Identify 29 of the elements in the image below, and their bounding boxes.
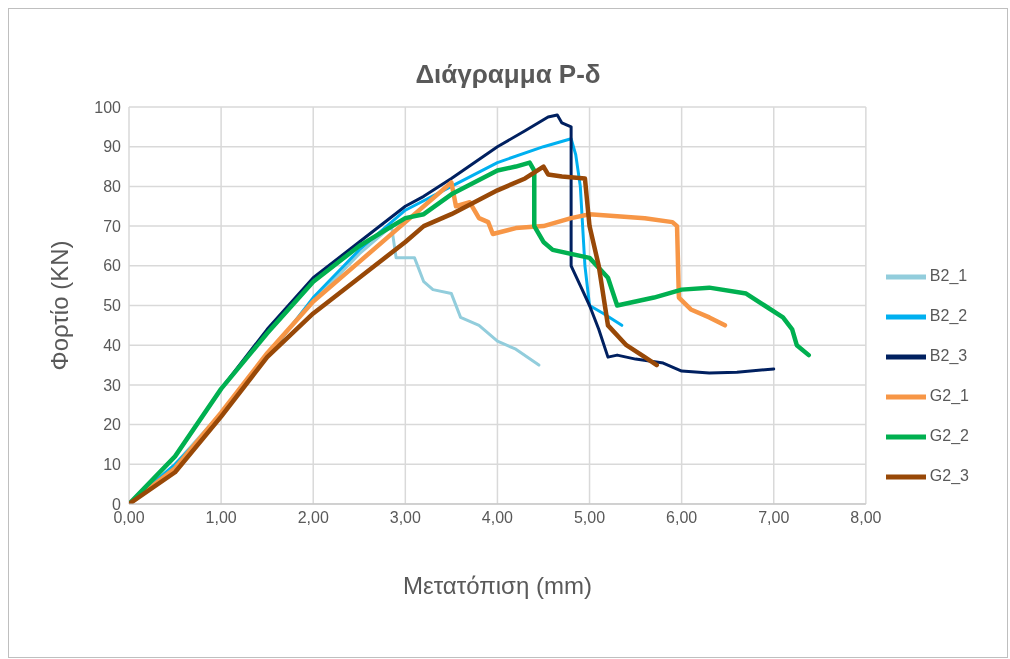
x-tick-label: 8,00 [850,509,882,527]
x-axis-title: Μετατόπιση (mm) [402,572,592,599]
y-tick-label: 100 [94,98,122,116]
legend-label: B2_2 [929,306,968,324]
chart-title: Διάγραμμα P-δ [414,58,602,91]
x-tick-label: 6,00 [666,509,698,527]
x-tick-label: 0,00 [113,509,145,527]
y-tick-label: 10 [103,455,122,473]
y-tick-label: 70 [103,217,122,235]
y-tick-label: 20 [103,416,122,434]
y-tick-label: 50 [103,297,122,315]
y-tick-label: 40 [103,336,122,354]
y-tick-label: 60 [103,257,122,275]
x-tick-label: 3,00 [389,509,421,527]
line-series [129,160,811,504]
y-axis-title: Φορτίο (KN) [45,240,73,371]
legend-label: G2_1 [929,386,969,404]
legend-label: B2_3 [929,346,968,364]
x-tick-label: 5,00 [573,509,606,527]
legend-label: G2_2 [929,426,969,444]
y-tick-label: 30 [103,376,122,394]
x-tick-label: 4,00 [481,509,514,527]
x-tick-label: 7,00 [758,509,790,527]
legend-label: G2_3 [929,466,969,484]
y-tick-label: 90 [103,138,122,156]
legend-label: B2_1 [929,266,968,284]
x-tick-label: 1,00 [205,509,237,527]
y-tick-label: 80 [103,178,122,196]
x-tick-label: 2,00 [297,509,329,527]
